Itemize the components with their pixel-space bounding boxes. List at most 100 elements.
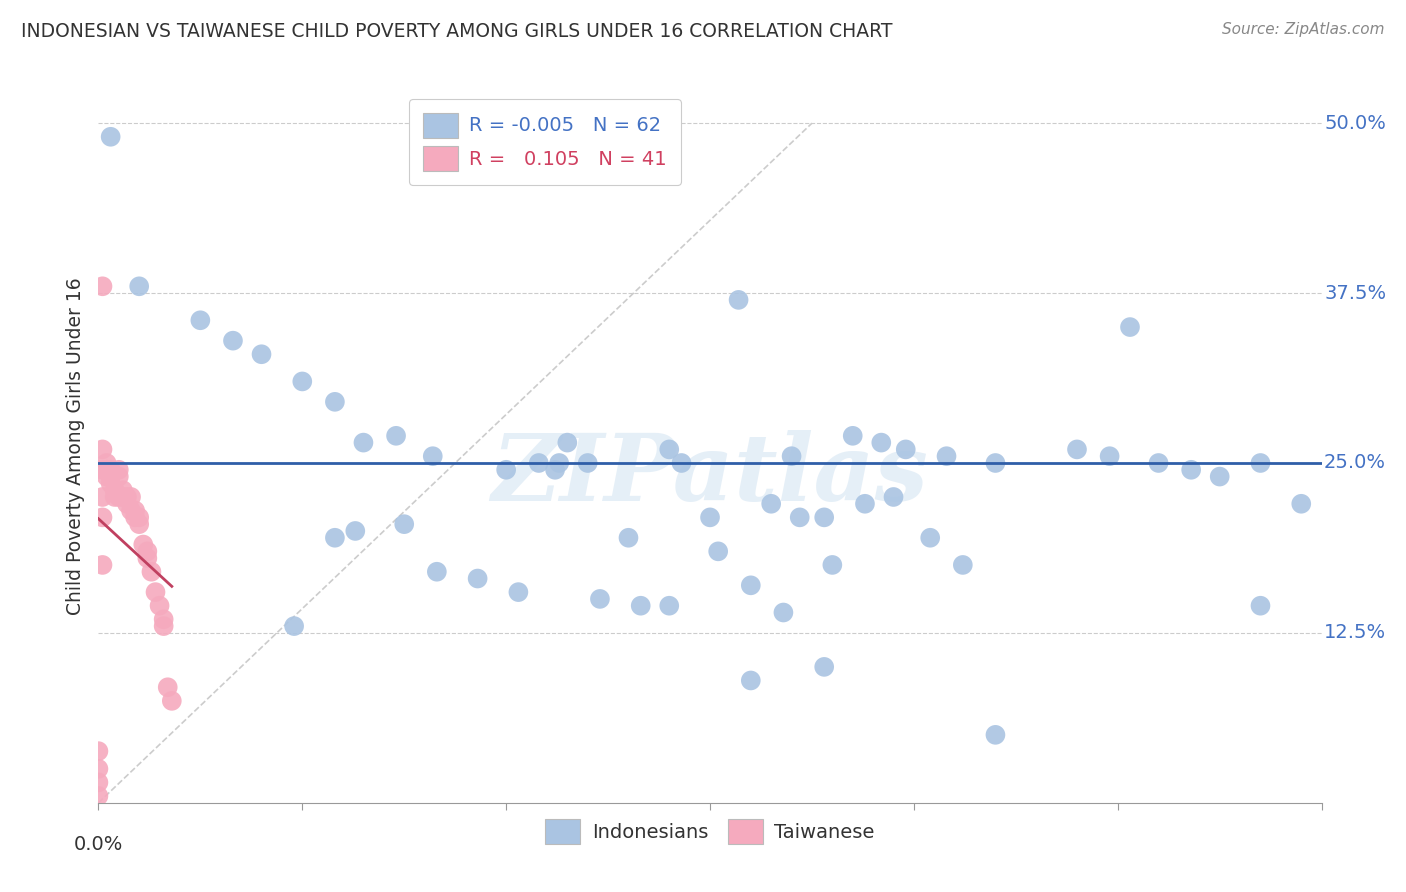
Point <box>149 599 172 613</box>
Point <box>344 524 367 538</box>
Point <box>841 429 863 443</box>
Point <box>740 578 762 592</box>
Point <box>707 544 730 558</box>
Point <box>454 144 477 158</box>
Point <box>813 660 835 674</box>
Point <box>152 619 174 633</box>
Point <box>727 293 749 307</box>
Point <box>894 442 917 457</box>
Point <box>1147 456 1170 470</box>
Text: 25.0%: 25.0% <box>1324 453 1386 473</box>
Point <box>323 394 346 409</box>
Point <box>188 313 212 327</box>
Point <box>156 680 179 694</box>
Point <box>1291 497 1313 511</box>
Point <box>853 497 876 511</box>
Text: 12.5%: 12.5% <box>1324 624 1386 642</box>
Point <box>699 510 721 524</box>
Point <box>96 469 118 483</box>
Point <box>145 585 167 599</box>
Text: INDONESIAN VS TAIWANESE CHILD POVERTY AMONG GIRLS UNDER 16 CORRELATION CHART: INDONESIAN VS TAIWANESE CHILD POVERTY AM… <box>21 22 893 41</box>
Point <box>952 558 974 572</box>
Point <box>120 503 142 517</box>
Point <box>100 129 122 144</box>
Point <box>883 490 905 504</box>
Point <box>136 544 159 558</box>
Point <box>740 673 762 688</box>
Point <box>87 775 110 789</box>
Point <box>1066 442 1088 457</box>
Point <box>141 565 163 579</box>
Point <box>1249 599 1271 613</box>
Point <box>1180 463 1202 477</box>
Point <box>422 449 444 463</box>
Point <box>323 531 346 545</box>
Point <box>1249 456 1271 470</box>
Point <box>870 435 893 450</box>
Text: Source: ZipAtlas.com: Source: ZipAtlas.com <box>1222 22 1385 37</box>
Point <box>291 375 314 389</box>
Point <box>100 463 122 477</box>
Point <box>392 517 416 532</box>
Point <box>91 510 114 524</box>
Point <box>128 517 150 532</box>
Point <box>128 279 150 293</box>
Point <box>789 510 811 524</box>
Point <box>124 510 146 524</box>
Point <box>96 463 118 477</box>
Point <box>104 490 127 504</box>
Point <box>100 469 122 483</box>
Point <box>91 558 114 572</box>
Point <box>120 490 142 504</box>
Text: 0.0%: 0.0% <box>73 835 124 854</box>
Point <box>136 551 159 566</box>
Point <box>152 612 174 626</box>
Point <box>91 463 114 477</box>
Point <box>658 599 681 613</box>
Point <box>87 762 110 776</box>
Point <box>91 490 114 504</box>
Point <box>104 483 127 498</box>
Point <box>589 591 612 606</box>
Point <box>91 442 114 457</box>
Point <box>96 456 118 470</box>
Point <box>128 510 150 524</box>
Text: 50.0%: 50.0% <box>1324 113 1386 133</box>
Point <box>352 435 374 450</box>
Point <box>658 442 681 457</box>
Point <box>87 744 110 758</box>
Point <box>160 694 183 708</box>
Point <box>813 510 835 524</box>
Point <box>544 463 567 477</box>
Point <box>821 558 844 572</box>
Point <box>108 490 131 504</box>
Point <box>772 606 794 620</box>
Point <box>761 497 783 511</box>
Point <box>115 497 138 511</box>
Point <box>508 585 530 599</box>
Point <box>920 531 942 545</box>
Text: ZIPatlas: ZIPatlas <box>492 430 928 519</box>
Point <box>1209 469 1232 483</box>
Point <box>426 565 449 579</box>
Point <box>576 456 599 470</box>
Point <box>385 429 408 443</box>
Point <box>132 537 155 551</box>
Point <box>984 728 1007 742</box>
Point <box>283 619 305 633</box>
Legend: Indonesians, Taiwanese: Indonesians, Taiwanese <box>531 805 889 857</box>
Point <box>124 503 146 517</box>
Point <box>671 456 693 470</box>
Point <box>100 476 122 491</box>
Point <box>467 572 489 586</box>
Point <box>111 483 134 498</box>
Point <box>495 463 517 477</box>
Point <box>1098 449 1121 463</box>
Point <box>222 334 245 348</box>
Point <box>91 279 114 293</box>
Point <box>250 347 273 361</box>
Point <box>780 449 803 463</box>
Point <box>87 789 110 803</box>
Point <box>548 456 571 470</box>
Text: 37.5%: 37.5% <box>1324 284 1386 302</box>
